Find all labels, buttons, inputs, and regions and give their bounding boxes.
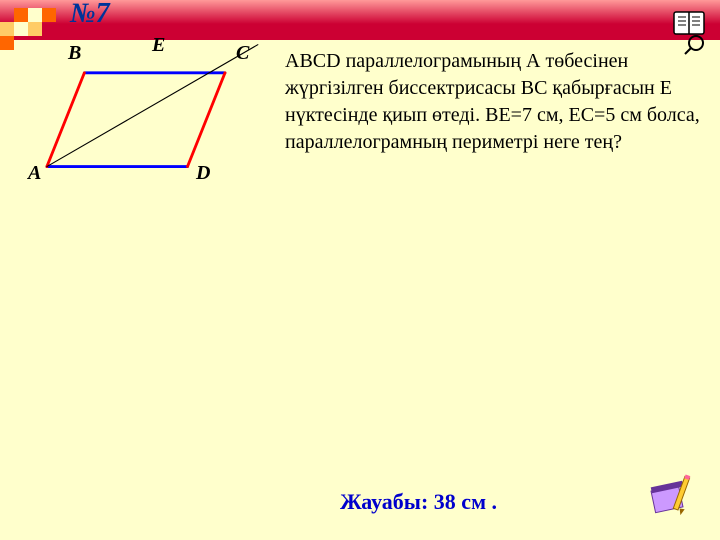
vertex-label-C: C <box>236 42 249 65</box>
slide-title: №7 <box>70 0 110 30</box>
vertex-label-B: B <box>68 42 81 65</box>
problem-statement: АВСD параллелограмының А төбесінен жүргі… <box>285 48 705 156</box>
vertex-label-E: E <box>152 34 165 57</box>
pencil-icon <box>645 470 700 525</box>
vertex-label-D: D <box>196 162 210 185</box>
vertex-label-A: A <box>28 162 41 185</box>
parallelogram-diagram: ABCDE <box>20 40 280 180</box>
book-icon <box>670 10 710 60</box>
answer-text: Жауабы: 38 см . <box>340 489 497 515</box>
